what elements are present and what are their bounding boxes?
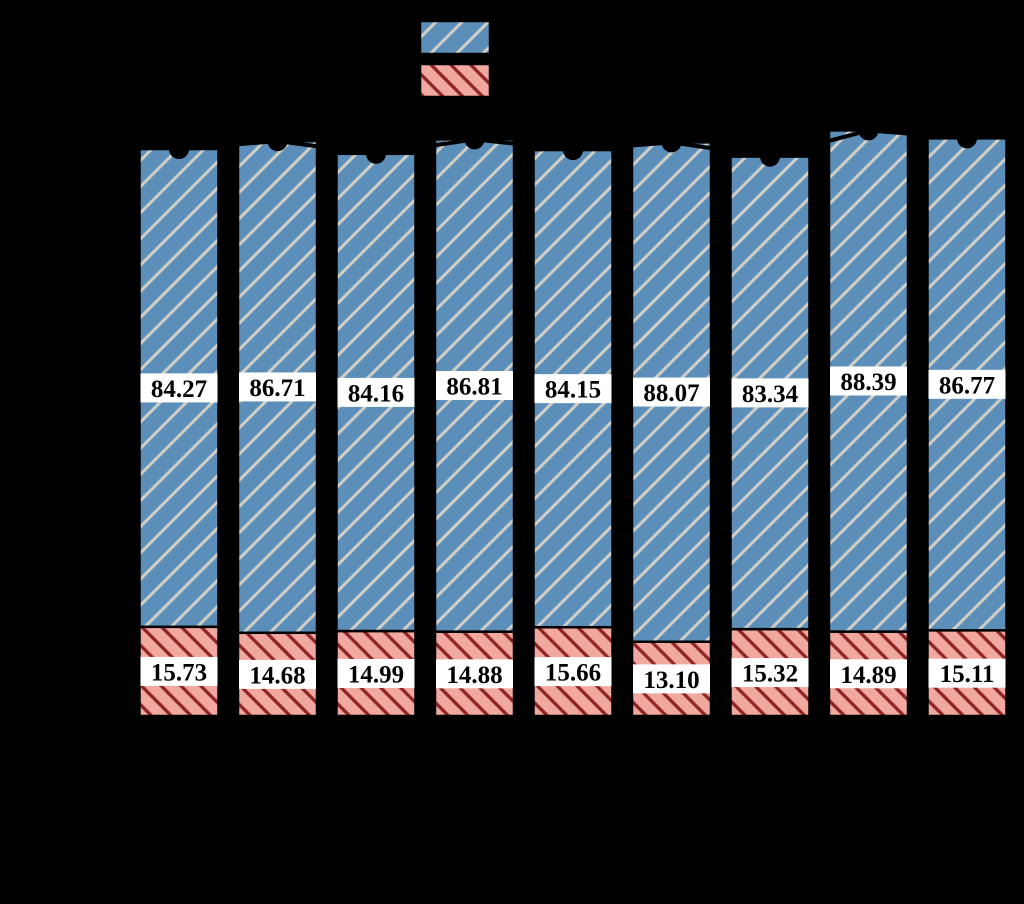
- total-marker-2: [267, 131, 288, 152]
- value-label-blue-5-text: 84.15: [545, 377, 601, 404]
- value-label-red-8-box: [830, 659, 907, 689]
- total-marker-5: [563, 140, 583, 161]
- legend-swatch-blue-edge: [418, 19, 492, 56]
- total-marker-3: [366, 143, 386, 164]
- total-marker-1: [169, 139, 189, 159]
- total-marker-9: [957, 128, 977, 149]
- value-label-blue-2-text: 86.71: [249, 375, 305, 402]
- value-label-red-2-text: 14.68: [249, 662, 305, 689]
- value-label-blue-4-box: [436, 371, 513, 401]
- value-label-blue-8-text: 88.39: [840, 369, 896, 396]
- value-label-red-7-text: 15.32: [742, 661, 798, 688]
- value-label-blue-7-text: 83.34: [742, 381, 799, 408]
- value-label-red-3-box: [337, 659, 415, 689]
- total-marker-6: [661, 132, 682, 153]
- value-label-blue-5-box: [534, 374, 612, 404]
- value-label-red-6-text: 13.10: [643, 667, 699, 694]
- value-label-blue-8-box: [830, 366, 907, 396]
- legend-swatch-blue-hatch: [420, 21, 490, 54]
- value-label-blue-6-text: 88.07: [643, 380, 699, 407]
- total-marker-7: [760, 146, 780, 167]
- value-label-red-7-box: [731, 658, 809, 688]
- value-label-red-5-text: 15.66: [545, 660, 601, 687]
- value-label-red-9-box: [928, 658, 1006, 688]
- value-label-red-2-box: [239, 659, 316, 689]
- value-label-red-5-box: [534, 657, 612, 687]
- value-label-red-6-box: [633, 664, 710, 694]
- value-label-red-4-text: 14.88: [446, 662, 502, 689]
- value-label-blue-1-box: [140, 373, 218, 403]
- value-label-blue-2-box: [239, 372, 316, 402]
- value-label-blue-6-box: [633, 377, 710, 407]
- value-label-blue-7-box: [731, 378, 809, 408]
- value-label-blue-9-box: [928, 369, 1006, 399]
- legend-swatch-red-hatch: [420, 64, 490, 97]
- value-label-blue-3-text: 84.16: [348, 380, 404, 407]
- total-marker-8: [858, 120, 879, 141]
- total-marker-4: [464, 129, 485, 150]
- value-label-red-3-text: 14.99: [348, 662, 404, 689]
- value-label-blue-4-text: 86.81: [446, 374, 502, 401]
- value-label-red-4-box: [436, 659, 513, 689]
- legend-swatch-red-edge: [418, 62, 492, 99]
- value-label-blue-9-text: 86.77: [939, 372, 995, 399]
- value-label-red-8-text: 14.89: [840, 662, 896, 689]
- value-label-red-9-text: 15.11: [940, 661, 995, 688]
- value-label-red-1-box: [140, 656, 218, 686]
- legend: [418, 19, 492, 99]
- value-label-blue-3-box: [337, 377, 415, 407]
- value-label-blue-1-text: 84.27: [151, 376, 207, 403]
- value-label-red-1-text: 15.73: [151, 659, 207, 686]
